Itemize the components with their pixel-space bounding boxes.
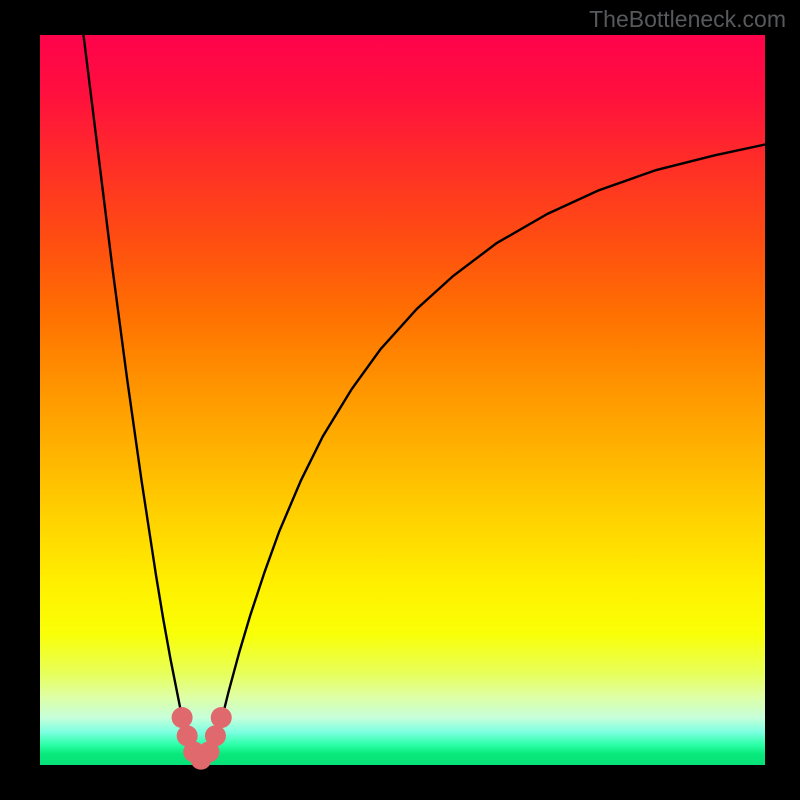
bottleneck-marker [205,725,226,746]
chart-container: TheBottleneck.com [0,0,800,800]
bottleneck-chart [0,0,800,800]
bottleneck-marker [172,707,193,728]
plot-background [40,35,765,765]
bottleneck-marker [211,707,232,728]
